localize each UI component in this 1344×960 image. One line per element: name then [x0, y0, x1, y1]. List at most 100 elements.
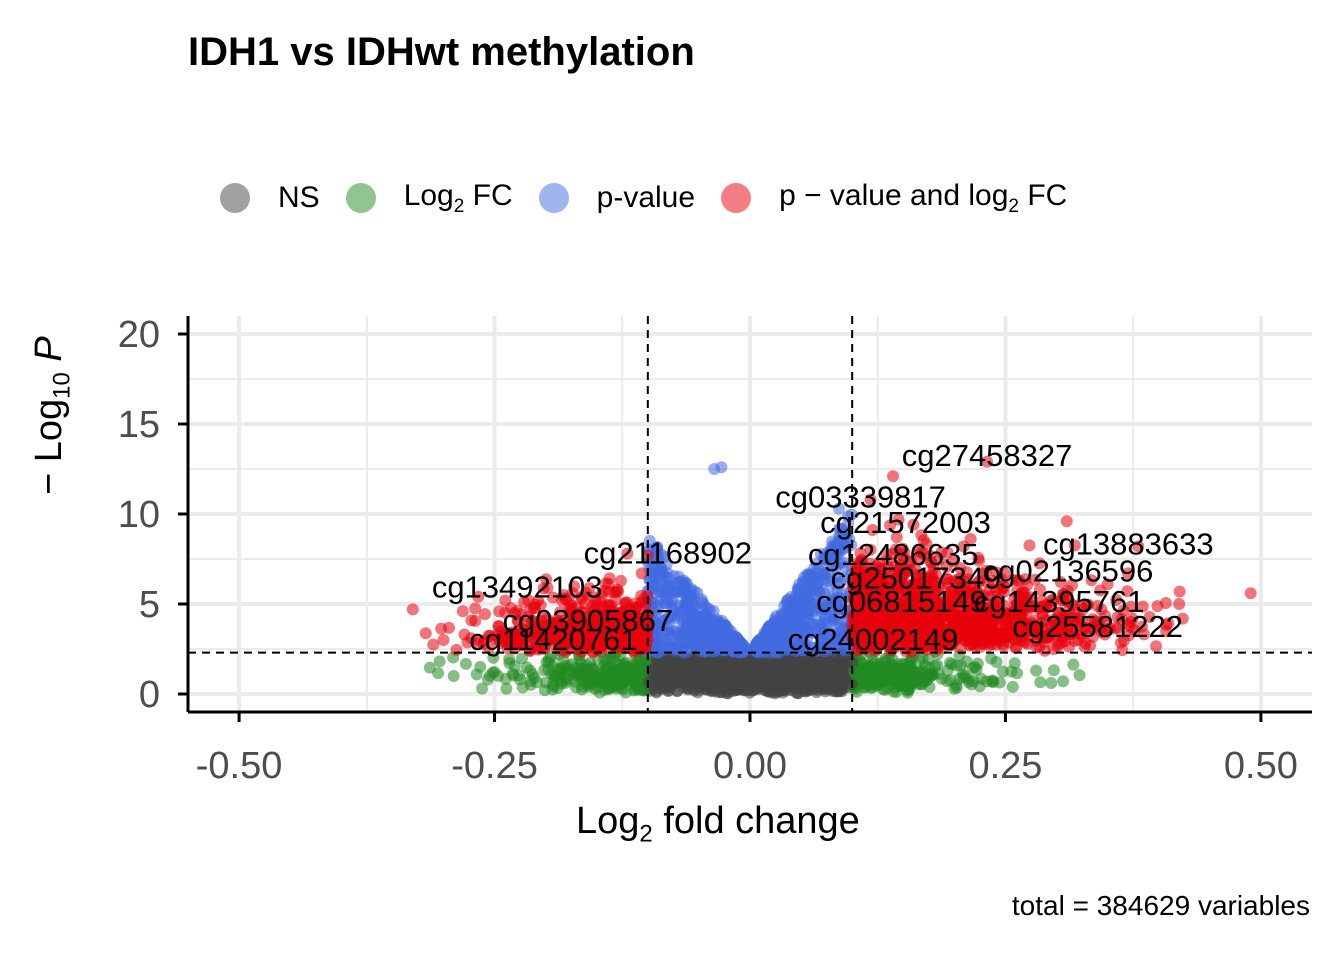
cloud-point [515, 652, 528, 665]
grid [188, 316, 1312, 712]
legend-label-fc: Log2 FC [403, 178, 513, 217]
cloud-point [887, 666, 900, 679]
legend-item-ns: NS [220, 181, 320, 215]
cloud-point [470, 668, 483, 681]
cloud-point [459, 657, 472, 670]
cloud-point [713, 640, 726, 653]
legend: NS Log2 FC p-value p − value and log2 FC [220, 172, 1093, 224]
cloud-point [931, 659, 944, 672]
cloud-point [676, 643, 689, 656]
cloud-point [687, 618, 700, 631]
cloud-point [811, 675, 824, 688]
cloud-point [714, 686, 727, 699]
cloud-point [443, 621, 456, 634]
cloud-point [1047, 664, 1060, 677]
cloud-point [600, 668, 613, 681]
cloud-point [956, 668, 969, 681]
cloud-point [865, 682, 878, 695]
cloud-point [669, 662, 682, 675]
legend-label-pvalue: p-value [596, 181, 696, 214]
cloud-point [1073, 669, 1086, 682]
cloud-point [680, 628, 693, 641]
cloud-point [547, 680, 560, 693]
legend-label-pvalue-fc: p − value and log2 FC [779, 178, 1068, 217]
cloud-point [432, 667, 445, 680]
cloud-point [855, 670, 868, 683]
cloud-point [983, 639, 996, 652]
cloud-point [1116, 644, 1129, 657]
cloud-point [450, 643, 463, 656]
cloud-point [456, 605, 469, 618]
cloud-point [433, 655, 446, 668]
cloud-point [721, 655, 734, 668]
cloud-point [622, 668, 635, 681]
cloud-point [765, 632, 778, 645]
legend-item-pvalue-fc: p − value and log2 FC [721, 179, 1067, 218]
cloud-point [726, 636, 739, 649]
cloud-point [654, 681, 667, 694]
cloud-point [968, 661, 981, 674]
cloud-point [513, 669, 526, 682]
cloud-point [753, 633, 766, 646]
cloud-point [503, 657, 516, 670]
cloud-point [478, 608, 491, 621]
cloud-point [887, 685, 900, 698]
cloud-point [612, 665, 625, 678]
cloud-point [555, 665, 568, 678]
cloud-point [997, 640, 1010, 653]
cloud-point [1057, 675, 1070, 688]
cloud-point [712, 673, 725, 686]
cloud-point [935, 672, 948, 685]
cloud-point [730, 670, 743, 683]
cloud-point [476, 682, 489, 695]
cloud-point [697, 658, 710, 671]
cloud-point [990, 656, 1003, 669]
cloud-point [823, 667, 836, 680]
cloud-point [1023, 539, 1036, 552]
point-cloud [419, 508, 1189, 700]
cloud-point [695, 632, 708, 645]
cloud-point [800, 586, 813, 599]
cloud-point [419, 627, 432, 640]
cloud-point [1045, 676, 1058, 689]
cloud-point [663, 579, 676, 592]
cloud-point [500, 682, 513, 695]
cloud-point [903, 680, 916, 693]
cloud-point [492, 669, 505, 682]
cloud-point [672, 570, 685, 583]
cloud-point [593, 686, 606, 699]
cloud-point [774, 623, 787, 636]
cloud-point [795, 670, 808, 683]
cloud-point [719, 619, 732, 632]
cloud-point [780, 675, 793, 688]
cloud-point [526, 668, 539, 681]
legend-item-fc: Log2 FC [345, 178, 513, 218]
cloud-point [919, 671, 932, 684]
cloud-point [680, 595, 693, 608]
cloud-point [967, 675, 980, 688]
legend-dot-pvalue-fc [721, 183, 752, 213]
legend-dot-ns [220, 183, 250, 213]
cloud-point [749, 664, 762, 677]
cloud-point [559, 676, 572, 689]
cloud-point [919, 659, 932, 672]
cloud-point [1006, 680, 1019, 693]
cloud-point [1010, 667, 1023, 680]
legend-item-pvalue: p-value [538, 181, 696, 215]
cloud-point [996, 665, 1009, 678]
cloud-point [785, 608, 798, 621]
cloud-point [680, 659, 693, 672]
cloud-point [684, 671, 697, 684]
cloud-point [944, 656, 957, 669]
legend-dot-fc [345, 183, 376, 213]
cloud-point [993, 676, 1006, 689]
legend-dot-pvalue [538, 183, 569, 213]
legend-label-ns: NS [278, 181, 320, 214]
cloud-point [576, 670, 589, 683]
cloud-point [741, 674, 754, 687]
cloud-point [690, 605, 703, 618]
cloud-point [582, 680, 595, 693]
cloud-point [1034, 676, 1047, 689]
cloud-point [767, 668, 780, 681]
